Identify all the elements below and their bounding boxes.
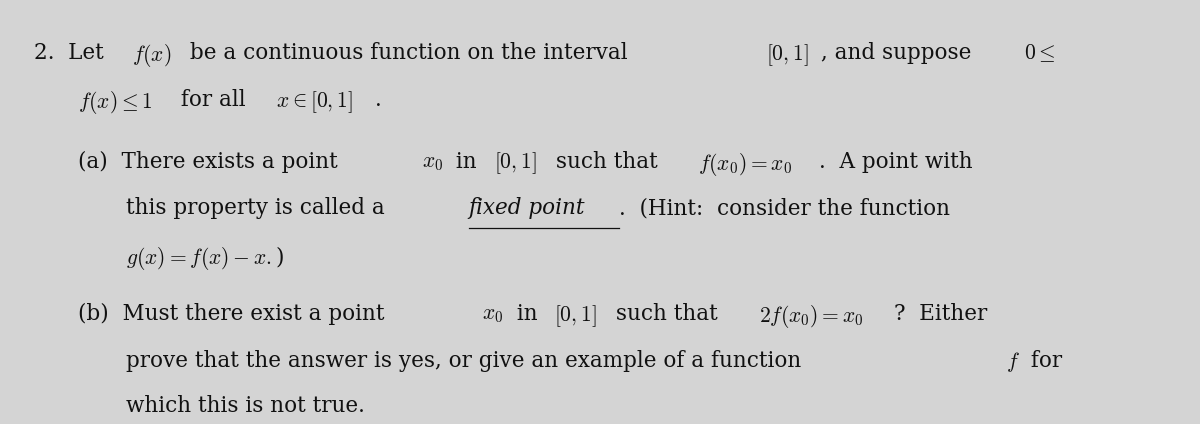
Text: $f$: $f$ — [1006, 350, 1020, 374]
Text: such that: such that — [550, 151, 665, 173]
Text: fixed point: fixed point — [469, 197, 586, 219]
Text: , and suppose: , and suppose — [821, 42, 978, 64]
Text: for all: for all — [174, 89, 253, 111]
Text: $f(x)$: $f(x)$ — [132, 42, 172, 70]
Text: $g(x) = f(x) - x.$): $g(x) = f(x) - x.$) — [126, 244, 284, 272]
Text: $2f(x_0) = x_0$: $2f(x_0) = x_0$ — [758, 303, 863, 330]
Text: (b)  Must there exist a point: (b) Must there exist a point — [78, 303, 391, 325]
Text: $[0, 1]$: $[0, 1]$ — [766, 42, 809, 68]
Text: ?  Either: ? Either — [894, 303, 986, 325]
Text: $[0, 1]$: $[0, 1]$ — [554, 303, 596, 329]
Text: $x \in [0, 1]$: $x \in [0, 1]$ — [276, 89, 353, 115]
Text: this property is called a: this property is called a — [126, 197, 391, 219]
Text: prove that the answer is yes, or give an example of a function: prove that the answer is yes, or give an… — [126, 350, 808, 372]
Text: .  A point with: . A point with — [820, 151, 973, 173]
Text: 2.  Let: 2. Let — [34, 42, 110, 64]
Text: $[0, 1]$: $[0, 1]$ — [494, 151, 536, 176]
Text: which this is not true.: which this is not true. — [126, 395, 365, 417]
Text: .  (Hint:  consider the function: . (Hint: consider the function — [619, 197, 950, 219]
Text: in: in — [450, 151, 484, 173]
Text: $0 \leq$: $0 \leq$ — [1024, 42, 1055, 64]
Text: in: in — [510, 303, 545, 325]
Text: .: . — [374, 89, 382, 111]
Text: such that: such that — [610, 303, 725, 325]
Text: $f(x) \leq 1$: $f(x) \leq 1$ — [78, 89, 152, 116]
Text: be a continuous function on the interval: be a continuous function on the interval — [184, 42, 635, 64]
Text: $f(x_0) = x_0$: $f(x_0) = x_0$ — [698, 151, 792, 178]
Text: for: for — [1024, 350, 1062, 372]
Text: $x_0$: $x_0$ — [482, 303, 504, 325]
Text: (a)  There exists a point: (a) There exists a point — [78, 151, 344, 173]
Text: $x_0$: $x_0$ — [422, 151, 443, 173]
